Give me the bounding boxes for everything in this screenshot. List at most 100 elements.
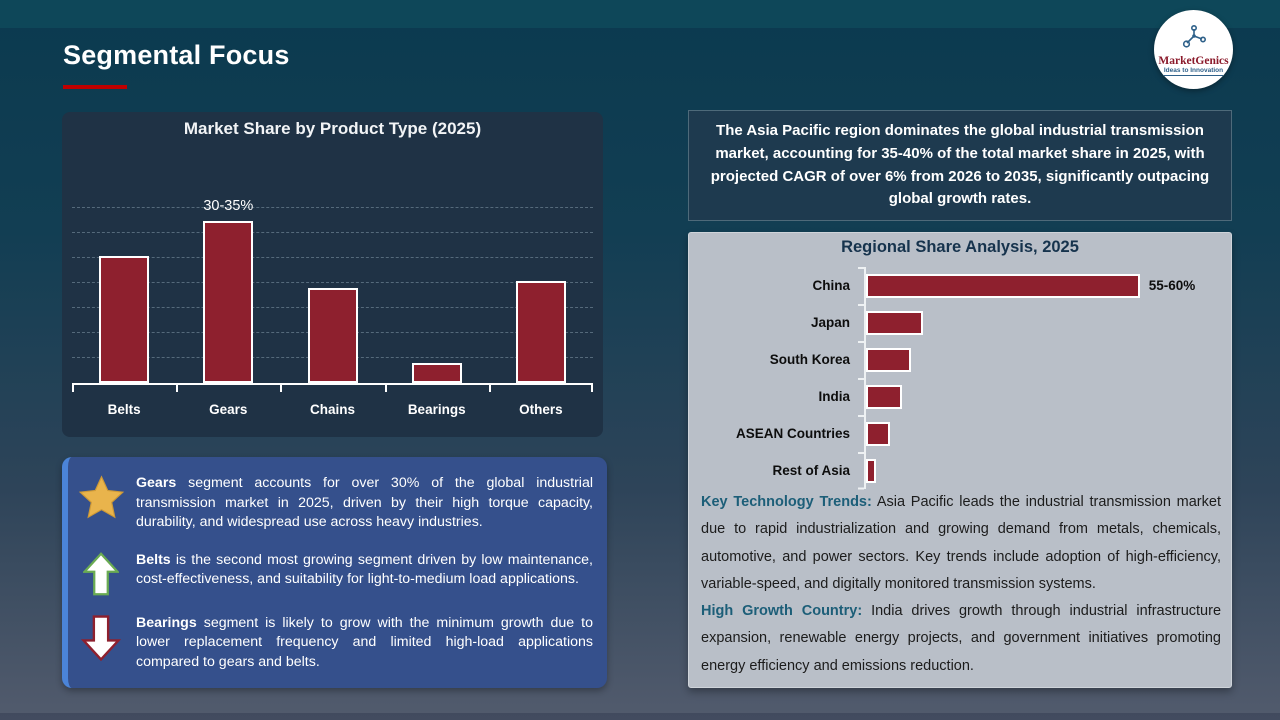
axis-tick	[384, 385, 387, 392]
arrow-up-icon	[74, 551, 128, 596]
note-lead: Key Technology Trends:	[701, 494, 872, 510]
note-body: Asia Pacific leads the industrial transm…	[701, 494, 1221, 592]
insight-lead: Belts	[136, 551, 171, 568]
product-chart-category-labels: Belts Gears Chains Bearings Others	[72, 402, 593, 417]
category-label: Chains	[310, 402, 356, 417]
page-title: Segmental Focus	[63, 40, 290, 70]
note-paragraph: Key Technology Trends: Asia Pacific lead…	[701, 489, 1221, 598]
table-row: India	[701, 378, 1221, 415]
list-item: Bearings segment is likely to grow with …	[74, 614, 597, 673]
insight-lead: Bearings	[136, 614, 197, 631]
star-icon	[74, 474, 128, 533]
category-label: Belts	[107, 402, 141, 417]
bottom-accent-bar	[0, 713, 1280, 720]
bar-china	[866, 273, 1140, 298]
axis-tick	[858, 267, 864, 269]
bar-gears	[203, 220, 254, 383]
bar-slot: 30-35%	[176, 193, 280, 383]
note-lead: High Growth Country:	[701, 603, 863, 619]
axis-tick	[858, 304, 864, 306]
axis-tick	[858, 341, 864, 343]
axis-tick	[488, 385, 491, 392]
insight-text: Belts is the second most growing segment…	[136, 551, 597, 596]
product-chart-title: Market Share by Product Type (2025)	[183, 119, 482, 138]
bar-track	[864, 304, 1221, 341]
gridline	[72, 282, 593, 283]
category-label: Gears	[209, 402, 248, 417]
axis-tick	[858, 378, 864, 380]
product-share-chart: Market Share by Product Type (2025) 30-3…	[62, 112, 603, 437]
logo-tagline-text: Ideas to Innovation	[1163, 66, 1224, 76]
table-row: South Korea	[701, 341, 1221, 378]
gridline	[72, 207, 593, 208]
segment-insights-box: Gears segment accounts for over 30% of t…	[62, 457, 607, 688]
data-label: 30-35%	[203, 197, 254, 214]
apac-highlight-box: The Asia Pacific region dominates the gl…	[688, 110, 1232, 222]
marketgenics-logo: MarketGenics Ideas to Innovation	[1154, 10, 1233, 89]
top-accent-bar	[0, 0, 1280, 28]
gridline	[72, 257, 593, 258]
category-label: Others	[519, 402, 563, 417]
bar-rest-of-asia	[866, 458, 876, 483]
bar-slot	[72, 193, 176, 383]
list-item: Belts is the second most growing segment…	[74, 551, 597, 596]
note-paragraph: High Growth Country: India drives growth…	[701, 598, 1221, 680]
bar-india	[866, 384, 902, 409]
bar-others	[515, 280, 566, 383]
regional-notes: Key Technology Trends: Asia Pacific lead…	[701, 489, 1221, 680]
table-row: China 55-60%	[701, 267, 1221, 304]
insight-text: Gears segment accounts for over 30% of t…	[136, 474, 597, 533]
molecule-icon	[1181, 24, 1207, 53]
bar-slot	[385, 193, 489, 383]
insight-body: segment accounts for over 30% of the glo…	[136, 475, 593, 531]
row-label: China	[812, 278, 850, 293]
insight-body: is the second most growing segment drive…	[136, 551, 593, 588]
bar-track	[864, 415, 1221, 452]
bar-track	[864, 341, 1221, 378]
category-label: Bearings	[407, 402, 466, 417]
regional-analysis-panel: Regional Share Analysis, 2025 China 55-60…	[688, 232, 1232, 688]
bar-track: 55-60%	[864, 267, 1221, 304]
table-row: Japan	[701, 304, 1221, 341]
bar-bearings	[411, 363, 462, 383]
table-row: ASEAN Countries	[701, 415, 1221, 452]
product-chart-x-axis	[72, 383, 593, 392]
product-chart-plot-area: 30-35%	[72, 193, 593, 383]
apac-highlight-text: The Asia Pacific region dominates the gl…	[710, 122, 1210, 208]
axis-tick	[176, 385, 179, 392]
bar-slot	[489, 193, 593, 383]
note-body: India drives growth through industrial i…	[701, 603, 1222, 674]
axis-tick	[591, 385, 593, 392]
bar-track	[864, 452, 1221, 489]
row-label: South Korea	[769, 352, 850, 367]
bar-belts	[99, 255, 150, 383]
regional-chart-plot-area: China 55-60% Japan South Korea India ASEAN Co…	[701, 267, 1221, 489]
row-label: Rest of Asia	[772, 463, 850, 478]
regional-chart-y-axis	[864, 267, 866, 489]
axis-tick	[280, 385, 283, 392]
bar-japan	[866, 310, 924, 335]
insight-text: Bearings segment is likely to grow with …	[136, 614, 597, 673]
axis-tick	[858, 487, 864, 489]
gridline	[72, 232, 593, 233]
bar-asean-countries	[866, 421, 890, 446]
list-item: Gears segment accounts for over 30% of t…	[74, 474, 597, 533]
row-label: ASEAN Countries	[735, 426, 850, 441]
insight-lead: Gears	[136, 475, 177, 491]
axis-tick	[858, 415, 864, 417]
axis-tick	[72, 385, 74, 392]
axis-tick	[858, 452, 864, 454]
logo-brand-text: MarketGenics	[1158, 54, 1229, 67]
regional-chart-title: Regional Share Analysis, 2025	[841, 238, 1079, 256]
bar-south-korea	[866, 347, 912, 372]
table-row: Rest of Asia	[701, 452, 1221, 489]
arrow-down-icon	[74, 614, 128, 673]
row-label: India	[818, 389, 850, 404]
title-underline	[63, 85, 127, 89]
bar-chains	[307, 288, 358, 383]
bar-track	[864, 378, 1221, 415]
row-label: Japan	[810, 315, 850, 330]
insight-body: segment is likely to grow with the minim…	[136, 614, 593, 670]
bar-slot	[280, 193, 384, 383]
data-label: 55-60%	[1148, 278, 1196, 293]
